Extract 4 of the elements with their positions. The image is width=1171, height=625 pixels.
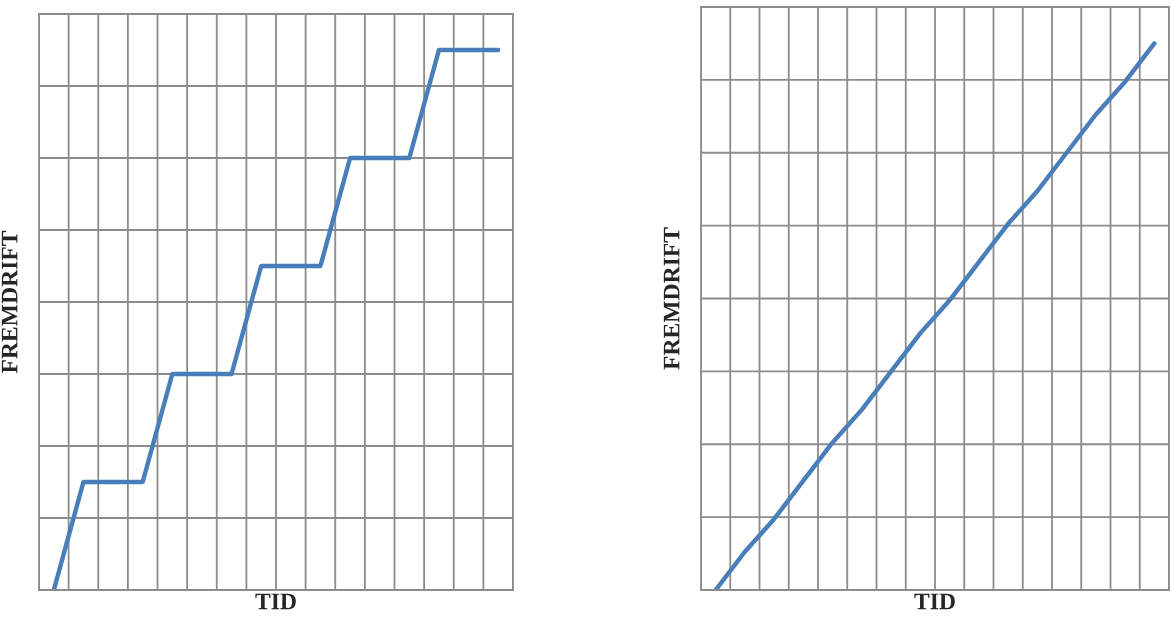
x-axis-title: TID <box>255 593 296 610</box>
y-axis-title: FREMDRIFT <box>1 230 18 374</box>
x-axis-title: TID <box>914 593 955 610</box>
y-axis-title: FREMDRIFT <box>663 227 680 370</box>
